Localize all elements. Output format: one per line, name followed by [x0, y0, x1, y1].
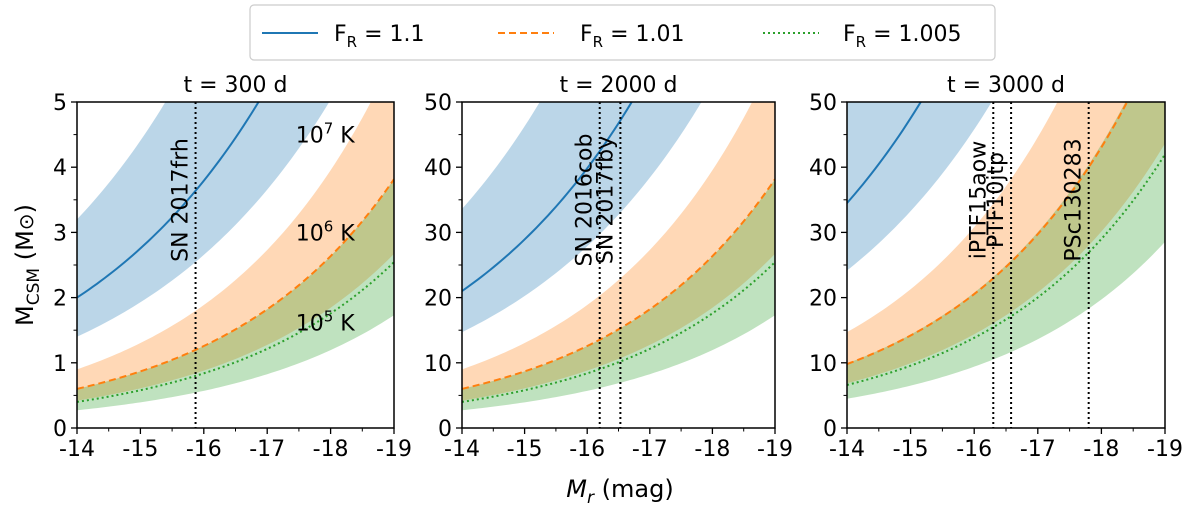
x-tick-label: -19 [757, 437, 793, 462]
x-tick-label: -19 [1147, 437, 1183, 462]
x-tick-label: -16 [569, 437, 605, 462]
band-f-r-1-01 [77, 102, 394, 401]
y-tick-label: 50 [809, 91, 837, 116]
y-tick-label: 40 [424, 156, 452, 181]
y-tick-label: 30 [809, 221, 837, 246]
band-f-r-1-01 [462, 102, 775, 401]
y-tick-label: 1 [53, 352, 67, 377]
x-tick-label: -15 [893, 437, 929, 462]
band-f-r-1-1 [847, 102, 992, 271]
x-tick-label: -18 [694, 437, 730, 462]
series-line-f-r-1-01 [462, 178, 775, 390]
x-tick-label: -18 [1083, 437, 1119, 462]
x-tick-label: -14 [59, 437, 95, 462]
series-line-f-r-1-01 [77, 178, 394, 390]
sn-marker-label: SN 2016cob [573, 134, 598, 267]
y-tick-label: 0 [53, 417, 67, 442]
panel-title: t = 2000 d [560, 73, 678, 98]
x-tick-label: -14 [829, 437, 865, 462]
y-tick-label: 50 [424, 91, 452, 116]
series-line-f-r-1-01 [847, 102, 1129, 366]
x-tick-label: -15 [122, 437, 158, 462]
band-f-r-1-005 [77, 179, 394, 411]
x-tick-label: -18 [313, 437, 349, 462]
y-tick-label: 10 [809, 352, 837, 377]
panel-title: t = 3000 d [947, 73, 1065, 98]
y-axis-label: MCSM (M⊙) [11, 204, 44, 326]
legend-frame [249, 4, 996, 61]
y-tick-label: 40 [809, 156, 837, 181]
x-axis-label: Mr (mag) [566, 475, 673, 508]
sn-marker-label: PTF10jtp [984, 152, 1009, 248]
series-line-f-r-1-005 [847, 153, 1165, 386]
sn-marker-label: SN 2017fby [593, 136, 618, 264]
legend-label-fr-1.01: FR = 1.01 [580, 22, 685, 51]
series-line-f-r-1-005 [462, 261, 775, 403]
band-f-r-1-005 [462, 179, 775, 411]
x-tick-label: -16 [186, 437, 222, 462]
series-line-f-r-1-1 [847, 102, 922, 204]
sn-marker-label: SN 2017frh [169, 138, 194, 262]
band-f-r-1-1 [77, 102, 330, 337]
panel-title: t = 300 d [184, 73, 288, 98]
temperature-label: 107 K [296, 120, 356, 149]
y-tick-label: 20 [424, 287, 452, 312]
series-line-f-r-1-1 [462, 102, 633, 292]
y-tick-label: 3 [53, 221, 67, 246]
sn-marker-label: iPTF15aow [966, 141, 991, 259]
x-tick-label: -17 [632, 437, 668, 462]
band-f-r-1-005 [847, 102, 1165, 399]
sn-marker-label: PSc130283 [1062, 138, 1087, 261]
legend: FR = 1.1 FR = 1.01 FR = 1.005 [249, 4, 996, 61]
series-line-f-r-1-1 [77, 102, 260, 299]
x-tick-label: -19 [376, 437, 412, 462]
temperature-label: 105 K [296, 307, 356, 336]
y-tick-label: 2 [53, 287, 67, 312]
y-tick-label: 20 [809, 287, 837, 312]
x-tick-label: -17 [1020, 437, 1056, 462]
y-tick-label: 0 [823, 417, 837, 442]
panel-t300: SN 2017frh 107 K 106 K 105 K -14 -15 -16 -17 -18… [53, 73, 412, 462]
y-tick-label: 10 [424, 352, 452, 377]
x-tick-label: -16 [956, 437, 992, 462]
x-tick-label: -14 [444, 437, 480, 462]
x-tick-label: -17 [249, 437, 285, 462]
band-f-r-1-1 [462, 102, 702, 333]
y-tick-label: 5 [53, 91, 67, 116]
y-tick-label: 4 [53, 156, 67, 181]
legend-label-fr-1.005: FR = 1.005 [843, 22, 962, 51]
legend-label-fr-1.1: FR = 1.1 [334, 22, 425, 51]
y-tick-label: 30 [424, 221, 452, 246]
y-tick-label: 0 [438, 417, 452, 442]
temperature-label: 106 K [296, 217, 356, 246]
x-tick-label: -15 [507, 437, 543, 462]
